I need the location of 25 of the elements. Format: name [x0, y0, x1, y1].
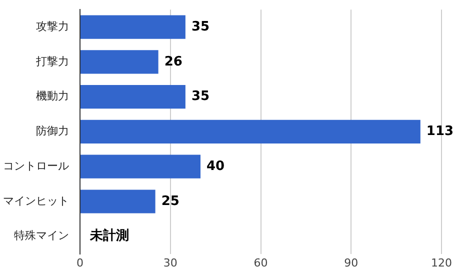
y-tick-label: 攻撃力: [36, 20, 69, 33]
x-tick-label: 120: [431, 256, 452, 270]
x-tick-label: 30: [163, 256, 178, 270]
data-label: 26: [164, 54, 182, 70]
data-label: 25: [161, 194, 180, 209]
data-label: 35: [191, 19, 210, 34]
x-tick-label: 90: [344, 256, 358, 270]
y-tick-label: コントロール: [3, 159, 69, 172]
x-tick-label: 0: [76, 256, 84, 270]
bar: [80, 85, 186, 109]
bar: [80, 190, 156, 214]
y-tick-label: 打撃力: [35, 54, 69, 68]
bar: [80, 50, 158, 74]
bar: [80, 120, 420, 144]
y-tick-label: マインヒット: [3, 194, 69, 208]
x-tick-label: 60: [254, 256, 268, 270]
data-label: 40: [206, 158, 225, 174]
y-tick-label: 特殊マイン: [14, 229, 69, 242]
y-tick-label: 機動力: [36, 90, 69, 103]
text: 未計測: [90, 228, 129, 244]
data-label: 35: [191, 89, 210, 104]
bar: [80, 154, 200, 178]
bar: [80, 15, 186, 39]
y-tick-label: 防御力: [36, 124, 69, 138]
data-label: 113: [426, 124, 454, 140]
